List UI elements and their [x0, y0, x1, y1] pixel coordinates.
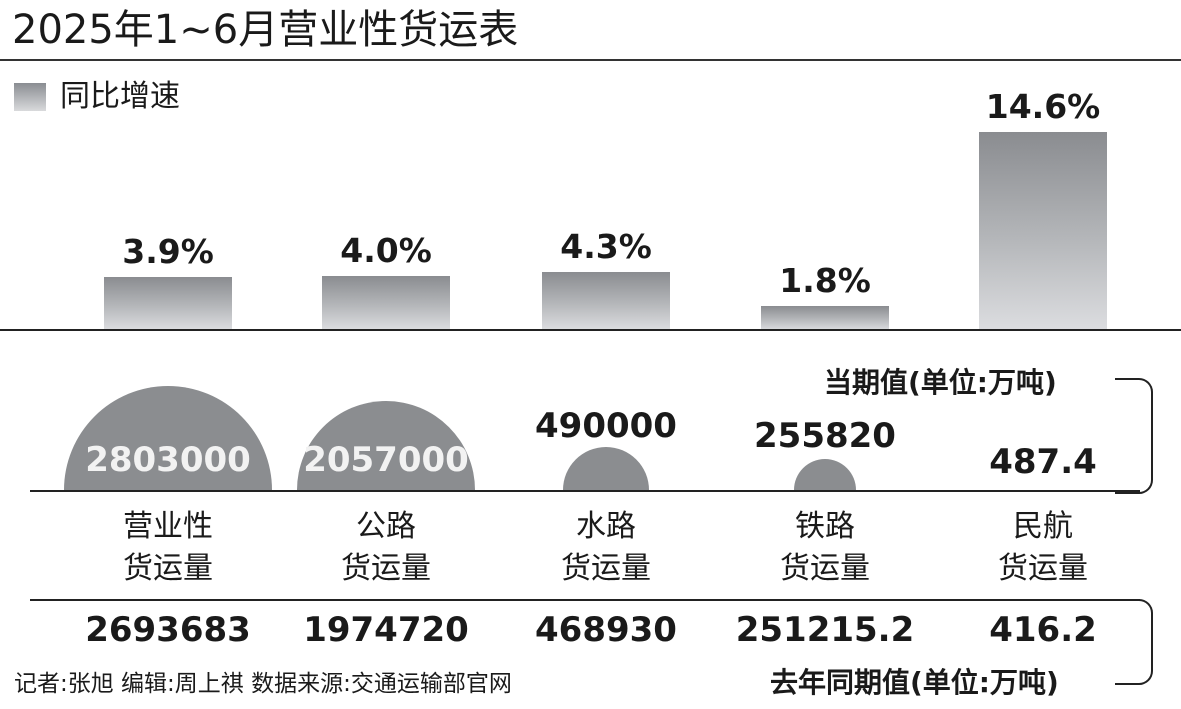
title-divider: [0, 59, 1181, 61]
previous-unit-label: 去年同期值(单位:万吨): [770, 666, 1059, 699]
previous-value-label: 251215.2: [735, 610, 915, 650]
previous-value-label: 1974720: [303, 610, 469, 650]
growth-bar: [104, 277, 232, 330]
current-value-label: 490000: [535, 406, 677, 446]
current-value-circle: [563, 447, 649, 491]
growth-bar-label: 3.9%: [122, 232, 214, 271]
previous-value-label: 468930: [535, 610, 677, 650]
legend: 同比增速: [14, 80, 180, 114]
growth-bar: [542, 272, 670, 330]
growth-bar-label: 4.3%: [560, 227, 652, 266]
growth-bar: [322, 276, 450, 330]
category-label: 水路: [576, 509, 636, 544]
previous-bracket: [1115, 599, 1153, 685]
growth-bar: [979, 132, 1107, 330]
category-label: 货运量: [780, 551, 870, 586]
category-label: 公路: [356, 509, 416, 544]
category-label: 货运量: [561, 551, 651, 586]
previous-value-label: 416.2: [989, 610, 1097, 650]
current-value-label: 255820: [754, 416, 896, 456]
current-value-label: 2057000: [303, 440, 469, 480]
growth-bar-label: 14.6%: [985, 87, 1101, 126]
growth-bar: [761, 306, 889, 330]
legend-label: 同比增速: [60, 79, 180, 114]
current-value-label: 2803000: [85, 440, 251, 480]
current-unit-label: 当期值(单位:万吨): [824, 366, 1057, 399]
bar-baseline: [0, 329, 1181, 331]
category-label: 民航: [1013, 509, 1073, 544]
growth-bar-label: 1.8%: [779, 261, 871, 300]
growth-bar-label: 4.0%: [340, 231, 432, 270]
current-bracket: [1115, 378, 1153, 494]
chart-title: 2025年1~6月营业性货运表: [12, 7, 519, 53]
category-label: 货运量: [341, 551, 431, 586]
legend-swatch: [14, 83, 46, 111]
credits: 记者:张旭 编辑:周上祺 数据来源:交通运输部官网: [14, 671, 512, 697]
previous-value-label: 2693683: [85, 610, 251, 650]
category-label: 货运量: [123, 551, 213, 586]
circle-baseline: [30, 490, 1140, 492]
previous-divider: [30, 599, 1140, 601]
category-label: 货运量: [998, 551, 1088, 586]
current-value-label: 487.4: [989, 442, 1097, 482]
current-value-circles: [0, 350, 1181, 491]
category-label: 营业性: [123, 509, 213, 544]
current-value-circle: [794, 459, 856, 491]
category-label: 铁路: [795, 509, 855, 544]
